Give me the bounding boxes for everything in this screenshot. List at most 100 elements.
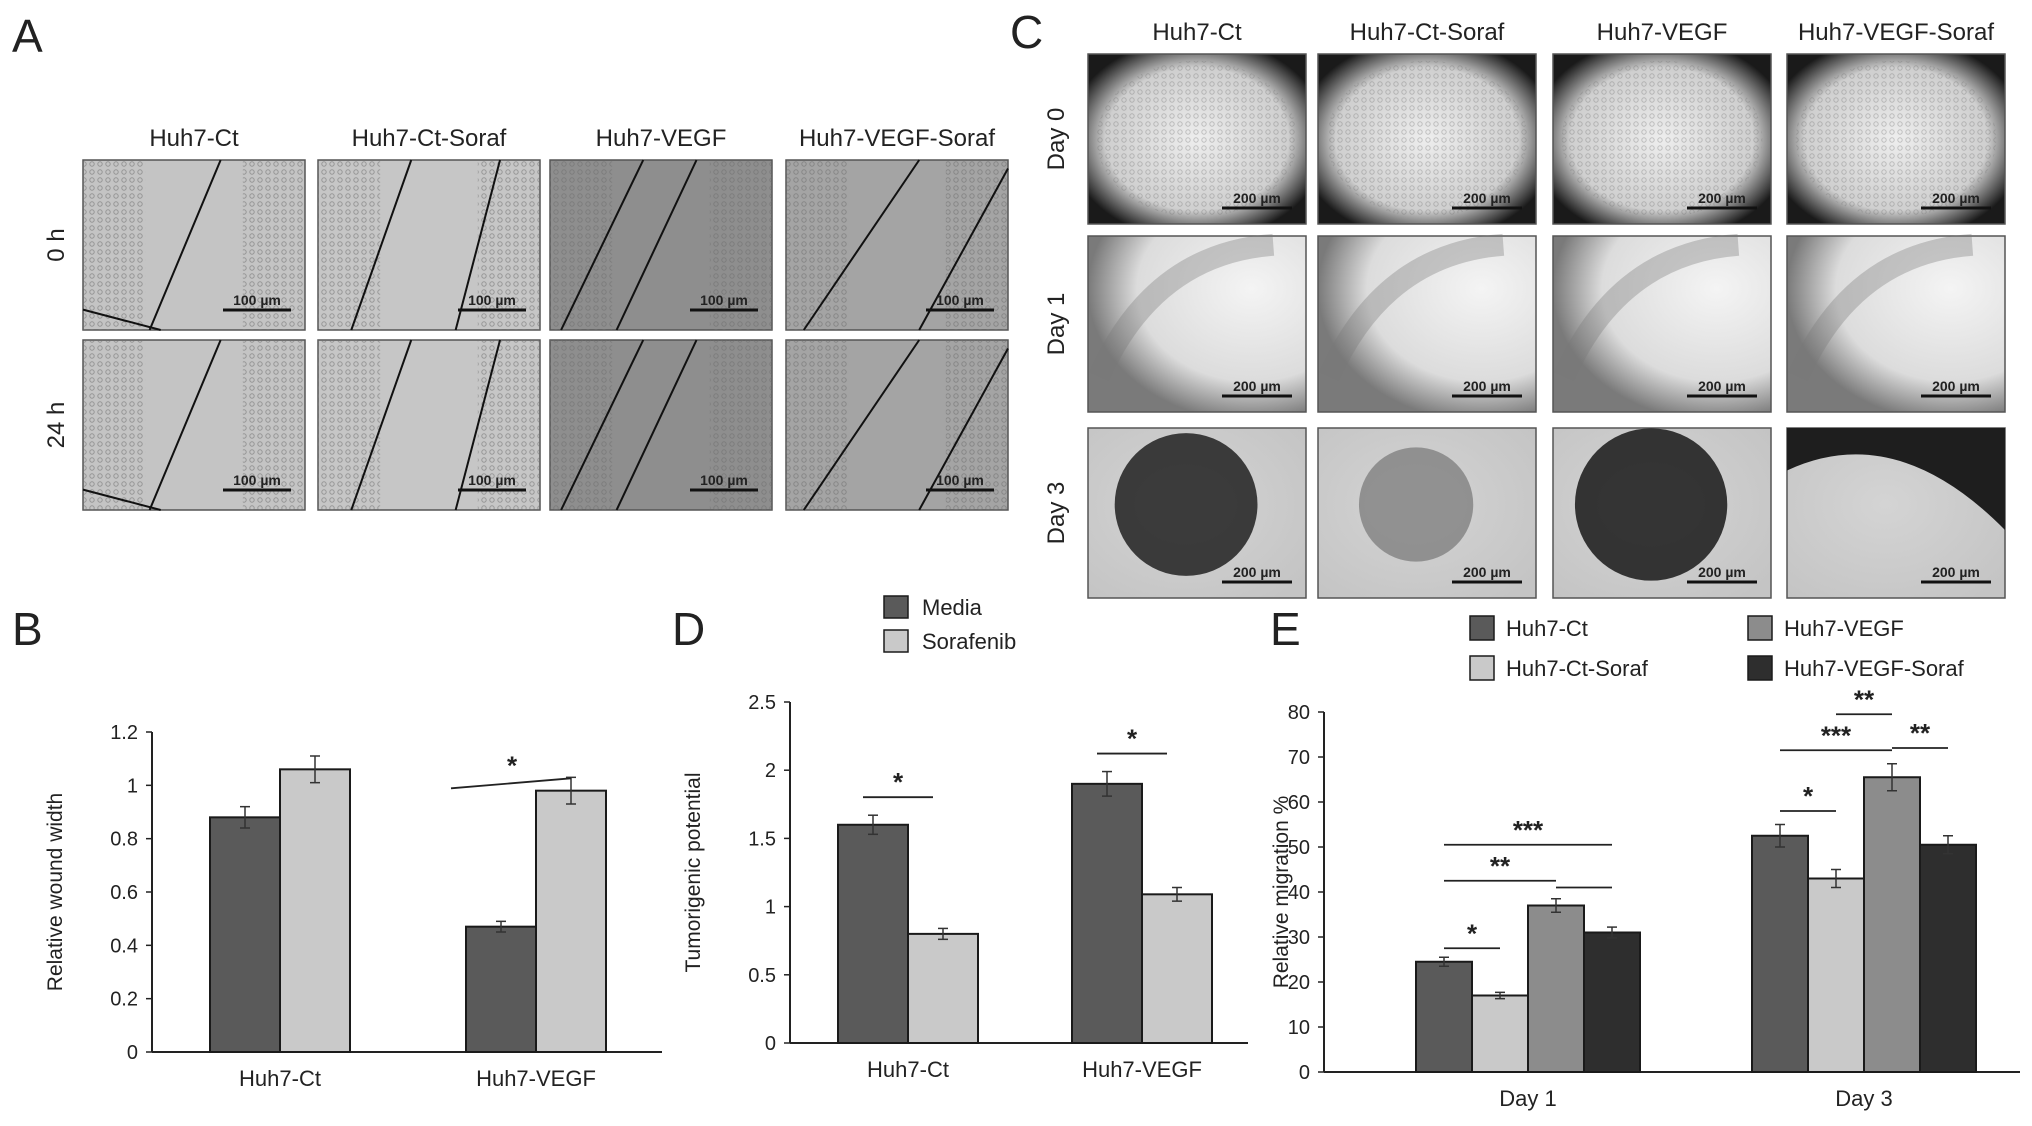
scale-bar-label: 200 µm	[1698, 378, 1746, 394]
chart-e-legend-label-huh7-ct: Huh7-Ct	[1506, 616, 1588, 641]
chart-b-y-tick-label: 1	[127, 775, 138, 797]
scale-bar-label: 200 µm	[1932, 190, 1980, 206]
spheroid-disc	[1795, 60, 1997, 218]
panel-a-column-label: Huh7-VEGF	[596, 125, 727, 152]
scale-bar-label: 200 µm	[1932, 564, 1980, 580]
cell-layer-right	[709, 340, 772, 510]
chart-b-bar-series-2-huh7-vegf	[535, 789, 607, 1054]
panel-a-column-label: Huh7-Ct-Soraf	[352, 125, 507, 152]
scale-bar-label: 100 µm	[700, 292, 748, 308]
panel-a-micrograph: 100 µm	[549, 159, 773, 331]
wound-edge-line	[454, 339, 502, 511]
panel-letter-a: A	[12, 10, 43, 62]
panel-c-row-label: Day 3	[1043, 482, 1070, 545]
panel-a-micrograph: 100 µm	[82, 159, 306, 331]
scale-bar-label: 100 µm	[468, 292, 516, 308]
panel-c-micrograph: 200 µm	[1552, 427, 1772, 599]
panel-a-row-label: 24 h	[43, 402, 70, 449]
wound-edge-line	[560, 339, 645, 511]
migrating-cell-front	[1088, 233, 1275, 382]
panel-c-micrograph: 200 µm	[1786, 233, 2006, 413]
chart-e-y-tick-label: 10	[1288, 1017, 1310, 1039]
chart-e-significance-label: **	[1490, 851, 1511, 881]
cell-layer-left	[318, 340, 381, 510]
chart-d-legend-swatch-media	[883, 595, 909, 619]
cell-layer-right	[477, 160, 540, 330]
chart-b-y-tick-label: 0.4	[110, 935, 138, 957]
chart-e-bar-huh7-vegf-soraf-day-3	[1919, 843, 1977, 1073]
scale-bar-label: 100 µm	[468, 472, 516, 488]
scale-bar-label: 200 µm	[1463, 378, 1511, 394]
chart-d-bar-sorafenib-huh7-ct	[907, 932, 979, 1045]
scale-bar-label: 200 µm	[1233, 190, 1281, 206]
panel-c-micrograph: 200 µm	[1087, 427, 1307, 599]
chart-d-tumorigenic-potential: D 0 0.5 1 1.5 2 2.5 Tumorigenic potential Huh7-…	[672, 595, 1248, 1082]
chart-e-y-tick-label: 40	[1288, 882, 1310, 904]
wound-edge-line	[918, 168, 1009, 331]
chart-d-legend-swatch-sorafenib	[883, 629, 909, 653]
panel-c-micrograph: 200 µm	[1317, 427, 1537, 599]
chart-e-bar-huh7-vegf-day-3	[1863, 776, 1921, 1073]
chart-e-legend-swatch-huh7-vegf-soraf	[1747, 655, 1773, 681]
panel-c-micrograph: 200 µm	[1317, 233, 1537, 413]
wound-edge-line	[454, 159, 502, 331]
chart-e-category-label: Day 1	[1499, 1086, 1556, 1111]
wound-edge-line	[615, 159, 698, 331]
chart-e-significance-label: **	[1910, 718, 1931, 748]
chart-e-y-tick-label: 50	[1288, 837, 1310, 859]
chart-e-significance-label: *	[1467, 918, 1478, 948]
chart-b-relative-wound-width: B 0 0.2 0.4 0.6 0.8 1 1.2 Relative wound width H…	[12, 603, 662, 1091]
scale-bar-label: 200 µm	[1233, 378, 1281, 394]
micrograph-background	[1552, 235, 1772, 413]
chart-b-y-tick-label: 0.2	[110, 989, 138, 1011]
chart-e-significance-label: ***	[1513, 815, 1544, 845]
panel-c-micrograph: 200 µm	[1087, 233, 1307, 413]
panel-c-column-label: Huh7-VEGF-Soraf	[1798, 19, 1994, 46]
chart-e-bar-huh7-ct-soraf-day-1	[1471, 994, 1529, 1073]
chart-d-y-tick-label: 2.5	[748, 692, 776, 714]
wound-edge-line	[802, 159, 921, 331]
wound-edge-line	[82, 488, 161, 511]
chart-e-bar-huh7-ct-day-3	[1751, 834, 1809, 1073]
spheroid-mass	[1358, 447, 1474, 562]
cell-layer-right	[242, 340, 305, 510]
spheroid-disc	[1561, 60, 1763, 218]
scale-bar-label: 100 µm	[233, 292, 281, 308]
panel-a-row-label: 0 h	[43, 228, 70, 261]
cell-layer-left	[786, 340, 849, 510]
chart-b-category-label: Huh7-Ct	[239, 1066, 321, 1091]
panel-c-micrograph: 200 µm	[1317, 53, 1537, 225]
chart-b-y-tick-label: 0.8	[110, 829, 138, 851]
panel-c-micrograph: 200 µm	[1552, 233, 1772, 413]
chart-e-bar-huh7-ct-soraf-day-3	[1807, 877, 1865, 1073]
panel-a-micrograph: 100 µm	[317, 159, 541, 331]
chart-e-y-tick-label: 80	[1288, 702, 1310, 724]
chart-d-y-axis-title: Tumorigenic potential	[682, 773, 705, 973]
cell-layer-left	[83, 160, 146, 330]
chart-b-bar-series-1-huh7-ct	[209, 816, 281, 1053]
wound-edge-line	[148, 159, 222, 331]
wound-edge-line	[802, 339, 921, 511]
micrograph-background	[1786, 235, 2006, 413]
chart-d-category-label: Huh7-Ct	[867, 1057, 949, 1082]
scale-bar-label: 100 µm	[233, 472, 281, 488]
spheroid-mass	[1114, 433, 1258, 576]
panel-c-micrograph: 200 µm	[1786, 53, 2006, 225]
chart-b-y-axis-title: Relative wound width	[44, 793, 67, 991]
spheroid-disc	[1096, 60, 1298, 218]
chart-e-y-axis-title: Relative migration %	[1270, 796, 1293, 989]
wound-edge-line	[560, 159, 645, 331]
chart-e-relative-migration: E 0 10 20 30 40 50 60 70 80 Relative migration % D…	[1270, 603, 2020, 1111]
migrating-cell-front	[1553, 233, 1740, 382]
chart-d-bar-media-huh7-vegf	[1071, 782, 1143, 1045]
chart-e-bar-huh7-ct-day-1	[1415, 960, 1473, 1073]
chart-e-legend-swatch-huh7-ct-soraf	[1469, 655, 1495, 681]
panel-c-column-label: Huh7-VEGF	[1597, 19, 1728, 46]
panel-c-row-label: Day 0	[1043, 108, 1070, 171]
chart-d-y-tick-label: 1	[765, 897, 776, 919]
chart-d-y-tick-label: 2	[765, 760, 776, 782]
spheroid-disc	[1326, 60, 1528, 218]
panel-a-micrograph: 100 µm	[82, 339, 306, 511]
panel-letter-e: E	[1270, 603, 1301, 655]
chart-b-y-tick-label: 1.2	[110, 722, 138, 744]
